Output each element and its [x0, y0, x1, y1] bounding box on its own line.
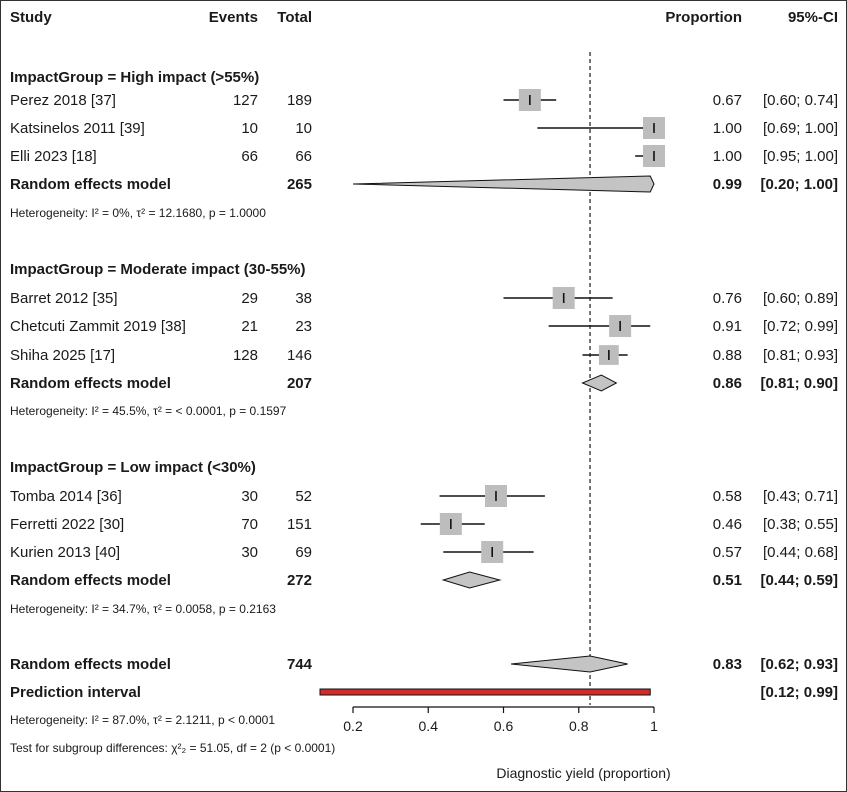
- study-proportion: 1.00: [713, 120, 742, 137]
- study-ci: [0.44; 0.68]: [763, 544, 838, 561]
- study-total: 52: [295, 488, 312, 505]
- study-events: 10: [241, 120, 258, 137]
- study-events: 66: [241, 148, 258, 165]
- study-name: Perez 2018 [37]: [10, 92, 116, 109]
- model-label: Random effects model: [10, 572, 171, 589]
- study-events: 21: [241, 318, 258, 335]
- study-total: 151: [287, 516, 312, 533]
- study-proportion: 0.46: [713, 516, 742, 533]
- study-ci: [0.38; 0.55]: [763, 516, 838, 533]
- model-ci: [0.20; 1.00]: [760, 176, 838, 193]
- study-name: Ferretti 2022 [30]: [10, 516, 124, 533]
- study-events: 128: [233, 347, 258, 364]
- x-tick-label: 1: [650, 718, 658, 734]
- subgroup-test-text: Test for subgroup differences: χ²₂ = 51.…: [10, 741, 335, 755]
- model-total: 272: [287, 572, 312, 589]
- overall-total: 744: [287, 656, 313, 673]
- study-ci: [0.60; 0.89]: [763, 290, 838, 307]
- overall-diamond: [510, 655, 628, 673]
- study-total: 38: [295, 290, 312, 307]
- study-proportion: 1.00: [713, 148, 742, 165]
- study-events: 29: [241, 290, 258, 307]
- study-proportion: 0.58: [713, 488, 742, 505]
- study-proportion: 0.67: [713, 92, 742, 109]
- overall-model-label: Random effects model: [10, 656, 171, 673]
- header-ci: 95%-CI: [788, 9, 838, 26]
- study-name: Shiha 2025 [17]: [10, 347, 115, 364]
- study-ci: [0.72; 0.99]: [763, 318, 838, 335]
- model-proportion: 0.99: [713, 176, 742, 193]
- study-total: 146: [287, 347, 312, 364]
- prediction-label: Prediction interval: [10, 684, 141, 701]
- model-total: 207: [287, 375, 312, 392]
- study-events: 30: [241, 544, 258, 561]
- study-proportion: 0.91: [713, 318, 742, 335]
- overall-proportion: 0.83: [713, 656, 742, 673]
- study-total: 23: [295, 318, 312, 335]
- x-tick-label: 0.2: [343, 718, 363, 734]
- heterogeneity-text: Heterogeneity: I² = 45.5%, τ² = < 0.0001…: [10, 404, 287, 418]
- x-tick-label: 0.4: [419, 718, 439, 734]
- study-proportion: 0.88: [713, 347, 742, 364]
- study-total: 10: [295, 120, 312, 137]
- study-ci: [0.43; 0.71]: [763, 488, 838, 505]
- study-name: Elli 2023 [18]: [10, 148, 97, 165]
- header-total: Total: [277, 9, 312, 26]
- study-proportion: 0.76: [713, 290, 742, 307]
- x-tick-label: 0.8: [569, 718, 589, 734]
- study-name: Chetcuti Zammit 2019 [38]: [10, 318, 186, 335]
- study-ci: [0.69; 1.00]: [763, 120, 838, 137]
- overall-ci: [0.62; 0.93]: [760, 656, 838, 673]
- study-total: 66: [295, 148, 312, 165]
- model-proportion: 0.51: [713, 572, 742, 589]
- model-diamond: [441, 571, 502, 589]
- model-ci: [0.44; 0.59]: [760, 572, 838, 589]
- subgroup-title: ImpactGroup = High impact (>55%): [10, 69, 259, 86]
- study-ci: [0.95; 1.00]: [763, 148, 838, 165]
- prediction-bar: [319, 688, 651, 696]
- study-ci: [0.60; 0.74]: [763, 92, 838, 109]
- model-diamond: [581, 374, 618, 392]
- study-ci: [0.81; 0.93]: [763, 347, 838, 364]
- study-name: Tomba 2014 [36]: [10, 488, 122, 505]
- study-events: 127: [233, 92, 258, 109]
- study-events: 70: [241, 516, 258, 533]
- header-events: Events: [209, 9, 258, 26]
- header-proportion: Proportion: [665, 9, 742, 26]
- subgroup-title: ImpactGroup = Low impact (<30%): [10, 459, 256, 476]
- study-events: 30: [241, 488, 258, 505]
- study-total: 69: [295, 544, 312, 561]
- model-ci: [0.81; 0.90]: [760, 375, 838, 392]
- study-name: Kurien 2013 [40]: [10, 544, 120, 561]
- x-axis-label: Diagnostic yield (proportion): [496, 765, 670, 781]
- model-total: 265: [287, 176, 312, 193]
- study-total: 189: [287, 92, 312, 109]
- prediction-ci: [0.12; 0.99]: [760, 684, 838, 701]
- model-diamond: [352, 175, 655, 193]
- study-proportion: 0.57: [713, 544, 742, 561]
- model-label: Random effects model: [10, 176, 171, 193]
- header-study: Study: [10, 9, 52, 26]
- study-name: Barret 2012 [35]: [10, 290, 118, 307]
- x-tick-label: 0.6: [494, 718, 514, 734]
- overall-heterogeneity-text: Heterogeneity: I² = 87.0%, τ² = 2.1211, …: [10, 713, 275, 727]
- subgroup-title: ImpactGroup = Moderate impact (30-55%): [10, 261, 306, 278]
- heterogeneity-text: Heterogeneity: I² = 0%, τ² = 12.1680, p …: [10, 206, 266, 220]
- model-proportion: 0.86: [713, 375, 742, 392]
- study-name: Katsinelos 2011 [39]: [10, 120, 145, 137]
- model-label: Random effects model: [10, 375, 171, 392]
- heterogeneity-text: Heterogeneity: I² = 34.7%, τ² = 0.0058, …: [10, 602, 276, 616]
